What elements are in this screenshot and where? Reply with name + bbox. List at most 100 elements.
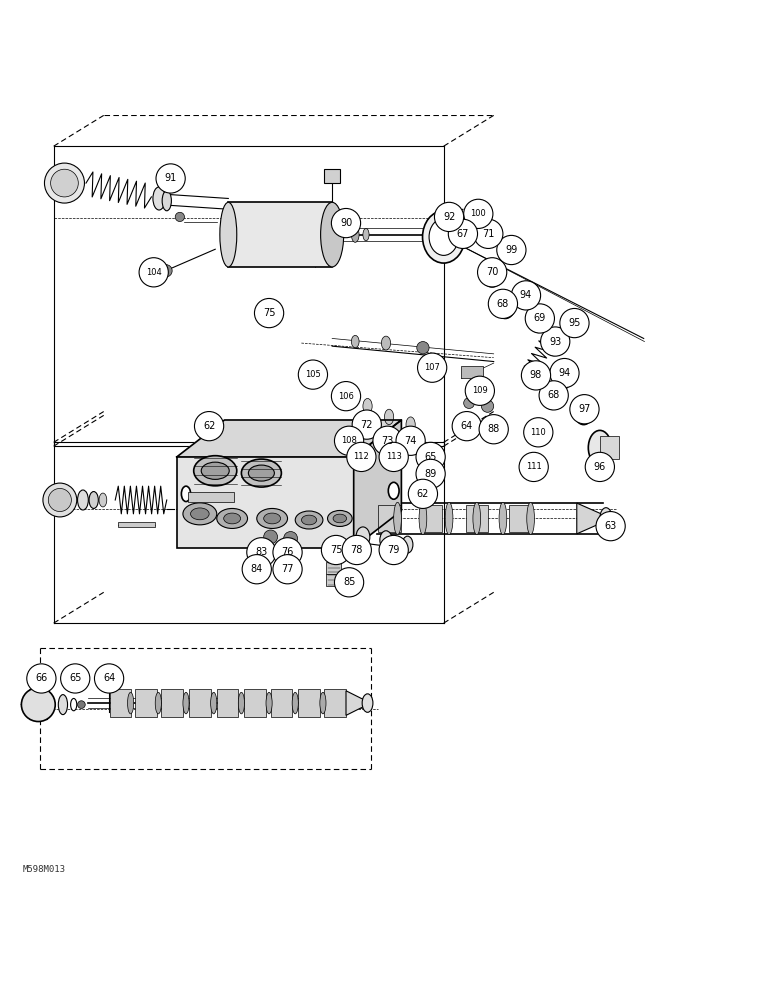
- Circle shape: [331, 382, 361, 411]
- Bar: [188, 492, 235, 502]
- Text: 90: 90: [340, 218, 352, 228]
- Circle shape: [570, 395, 599, 424]
- Circle shape: [247, 538, 276, 567]
- Circle shape: [521, 361, 550, 390]
- Circle shape: [379, 535, 408, 565]
- Ellipse shape: [127, 692, 134, 714]
- Text: 109: 109: [472, 386, 488, 395]
- Ellipse shape: [99, 493, 107, 507]
- Ellipse shape: [181, 486, 191, 502]
- Circle shape: [379, 442, 408, 472]
- Ellipse shape: [402, 536, 413, 553]
- Circle shape: [175, 212, 185, 222]
- Text: 68: 68: [547, 390, 560, 400]
- Bar: [271, 689, 292, 717]
- Text: M598M013: M598M013: [23, 865, 66, 874]
- Ellipse shape: [239, 692, 245, 714]
- Bar: [324, 689, 346, 717]
- Circle shape: [283, 548, 297, 562]
- Circle shape: [242, 555, 272, 584]
- Circle shape: [347, 442, 376, 472]
- Bar: [118, 522, 155, 527]
- Circle shape: [539, 381, 568, 410]
- Ellipse shape: [249, 465, 274, 481]
- Circle shape: [396, 426, 425, 455]
- Circle shape: [489, 289, 517, 318]
- Polygon shape: [346, 691, 364, 715]
- Text: 73: 73: [381, 436, 394, 446]
- Circle shape: [139, 258, 168, 287]
- Text: 94: 94: [558, 368, 571, 378]
- Text: 67: 67: [457, 229, 469, 239]
- Bar: [422, 505, 442, 532]
- Circle shape: [550, 358, 579, 388]
- Bar: [600, 436, 619, 459]
- Ellipse shape: [211, 692, 217, 714]
- Polygon shape: [177, 420, 401, 457]
- Text: 91: 91: [164, 173, 177, 183]
- Ellipse shape: [224, 513, 241, 524]
- Ellipse shape: [220, 202, 237, 267]
- Ellipse shape: [351, 335, 359, 348]
- Circle shape: [298, 360, 327, 389]
- Ellipse shape: [217, 508, 248, 528]
- Ellipse shape: [574, 395, 594, 425]
- Circle shape: [334, 568, 364, 597]
- Text: 75: 75: [262, 308, 276, 318]
- Text: 71: 71: [482, 229, 495, 239]
- Circle shape: [596, 512, 625, 541]
- Ellipse shape: [419, 502, 427, 535]
- Text: 111: 111: [526, 462, 542, 471]
- Ellipse shape: [363, 398, 372, 414]
- Circle shape: [416, 442, 445, 472]
- Ellipse shape: [394, 502, 401, 535]
- Circle shape: [525, 304, 554, 333]
- Text: 105: 105: [305, 370, 321, 379]
- Circle shape: [479, 415, 508, 444]
- Text: 113: 113: [386, 452, 401, 461]
- Circle shape: [195, 412, 224, 441]
- Ellipse shape: [183, 503, 217, 525]
- Circle shape: [482, 400, 493, 412]
- Text: 62: 62: [203, 421, 215, 431]
- Text: 78: 78: [350, 545, 363, 555]
- Text: 70: 70: [486, 267, 499, 277]
- Text: 112: 112: [354, 452, 369, 461]
- Bar: [324, 169, 340, 183]
- Circle shape: [273, 538, 302, 567]
- Text: 65: 65: [425, 452, 437, 462]
- Circle shape: [496, 235, 526, 265]
- Bar: [462, 366, 483, 378]
- Ellipse shape: [162, 191, 171, 211]
- Text: 104: 104: [146, 268, 161, 277]
- Circle shape: [334, 426, 364, 455]
- Bar: [378, 505, 401, 532]
- Circle shape: [352, 410, 381, 439]
- Circle shape: [585, 452, 615, 482]
- Circle shape: [43, 483, 76, 517]
- Text: 77: 77: [281, 564, 294, 574]
- Circle shape: [61, 664, 90, 693]
- Bar: [509, 505, 528, 532]
- Text: 99: 99: [505, 245, 517, 255]
- Circle shape: [283, 532, 297, 545]
- Text: 65: 65: [69, 673, 81, 683]
- Ellipse shape: [588, 430, 611, 465]
- Circle shape: [452, 412, 482, 441]
- Circle shape: [523, 418, 553, 447]
- Circle shape: [77, 701, 85, 708]
- Circle shape: [45, 163, 84, 203]
- Text: 88: 88: [488, 424, 499, 434]
- Ellipse shape: [564, 312, 581, 335]
- Bar: [298, 689, 320, 717]
- Ellipse shape: [201, 462, 229, 479]
- Ellipse shape: [155, 692, 161, 714]
- Text: 97: 97: [578, 404, 591, 414]
- Ellipse shape: [529, 308, 547, 332]
- Circle shape: [255, 298, 283, 328]
- Ellipse shape: [70, 698, 76, 711]
- Ellipse shape: [301, 515, 317, 525]
- Text: 96: 96: [594, 462, 606, 472]
- Ellipse shape: [191, 508, 209, 520]
- Ellipse shape: [543, 386, 560, 409]
